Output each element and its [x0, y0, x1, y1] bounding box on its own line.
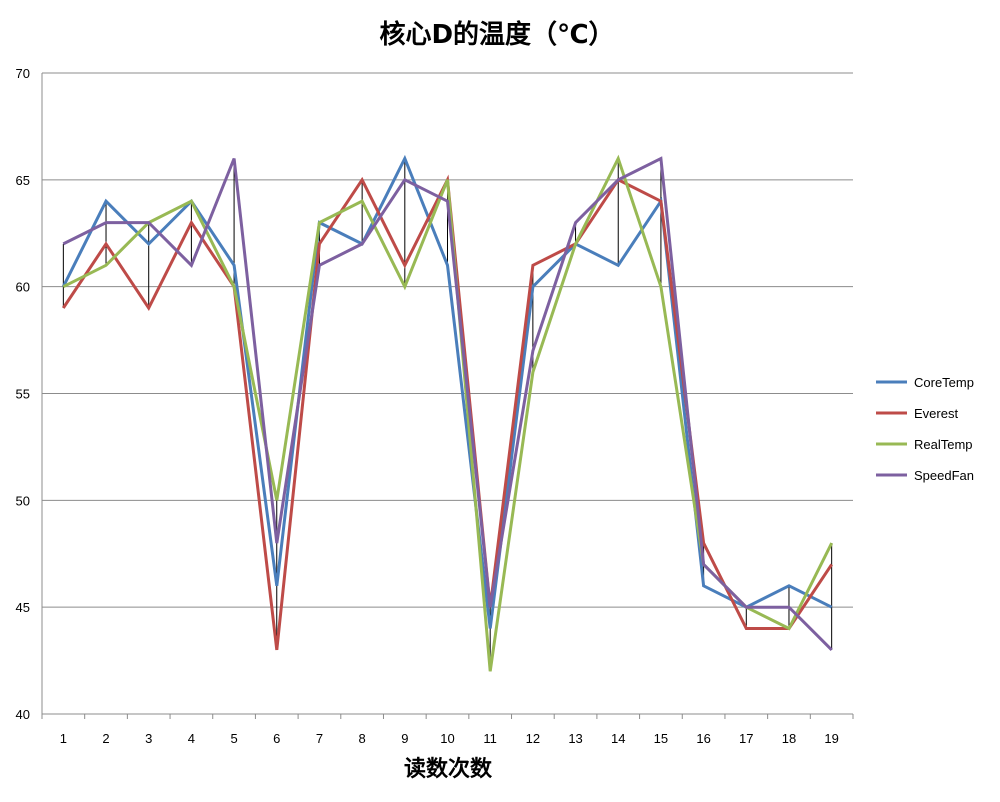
chart-title: 核心D的温度（℃）: [379, 19, 614, 50]
y-tick-label: 40: [16, 707, 30, 722]
x-tick-label: 12: [526, 731, 540, 746]
x-tick-label: 15: [654, 731, 668, 746]
x-axis: 1 2 3 4 5 6 7 8 9 10 11 12 13 14 15 16 17 18 19: [60, 731, 839, 746]
x-tick-label: 3: [145, 731, 152, 746]
x-tick-label: 17: [739, 731, 753, 746]
legend-label: SpeedFan: [914, 468, 974, 483]
x-tick-label: 13: [568, 731, 582, 746]
y-tick-label: 55: [16, 387, 30, 402]
y-tick-label: 65: [16, 173, 30, 188]
x-tick-label: 14: [611, 731, 625, 746]
y-axis: 40 45 50 55 60 65 70: [16, 66, 30, 722]
x-tick-label: 18: [782, 731, 796, 746]
x-tick-label: 2: [102, 731, 109, 746]
x-tick-label: 11: [483, 731, 497, 746]
y-tick-label: 60: [16, 280, 30, 295]
x-tick-label: 8: [359, 731, 366, 746]
legend-label: RealTemp: [914, 437, 973, 452]
series-lines: [61, 154, 834, 672]
y-tick-label: 45: [16, 600, 30, 615]
legend: CoreTemp Everest RealTemp SpeedFan: [876, 375, 974, 483]
x-tick-label: 1: [60, 731, 67, 746]
legend-label: Everest: [914, 406, 958, 421]
x-tick-label: 10: [440, 731, 454, 746]
series-line-speedfan: [62, 156, 833, 651]
x-tick-label: 4: [188, 731, 195, 746]
legend-label: CoreTemp: [914, 375, 974, 390]
grid: [41, 72, 854, 719]
x-tick-label: 6: [273, 731, 280, 746]
y-tick-label: 50: [16, 493, 30, 508]
x-axis-title: 读数次数: [404, 756, 493, 782]
x-tick-label: 19: [824, 731, 838, 746]
x-tick-label: 16: [696, 731, 710, 746]
x-tick-label: 7: [316, 731, 323, 746]
hi-lo-lines: [62, 158, 833, 672]
y-tick-label: 70: [16, 66, 30, 81]
x-tick-label: 9: [401, 731, 408, 746]
x-tick-label: 5: [230, 731, 237, 746]
